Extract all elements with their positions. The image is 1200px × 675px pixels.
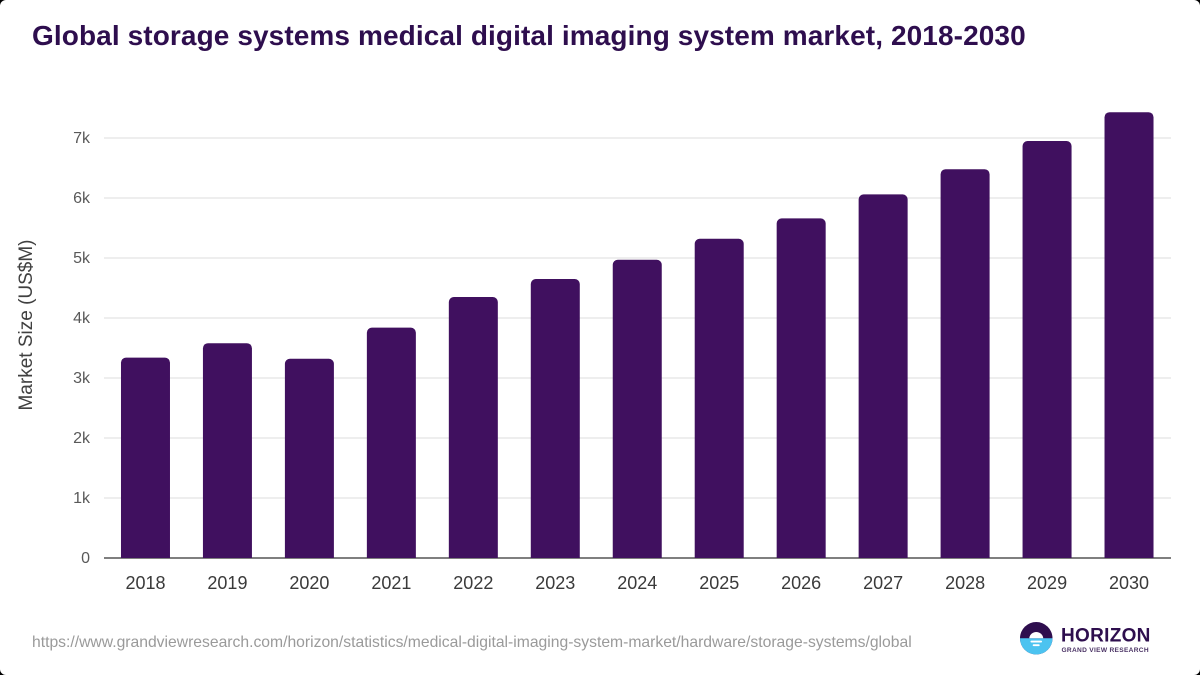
svg-text:2023: 2023 — [535, 573, 575, 593]
svg-text:GRAND VIEW RESEARCH: GRAND VIEW RESEARCH — [1062, 647, 1149, 654]
svg-text:2027: 2027 — [863, 573, 903, 593]
svg-text:2029: 2029 — [1027, 573, 1067, 593]
svg-text:0: 0 — [81, 550, 90, 567]
svg-text:2022: 2022 — [453, 573, 493, 593]
svg-text:3k: 3k — [73, 370, 91, 387]
svg-text:2021: 2021 — [371, 573, 411, 593]
svg-text:7k: 7k — [73, 130, 91, 147]
svg-text:2030: 2030 — [1109, 573, 1149, 593]
svg-text:2018: 2018 — [125, 573, 165, 593]
svg-text:2028: 2028 — [945, 573, 985, 593]
svg-text:1k: 1k — [73, 490, 91, 507]
svg-text:2024: 2024 — [617, 573, 657, 593]
svg-text:2k: 2k — [73, 430, 91, 447]
svg-text:4k: 4k — [73, 310, 91, 327]
svg-text:2020: 2020 — [289, 573, 329, 593]
svg-text:HORIZON: HORIZON — [1061, 626, 1151, 647]
svg-text:2025: 2025 — [699, 573, 739, 593]
svg-text:5k: 5k — [73, 250, 91, 267]
svg-text:6k: 6k — [73, 190, 91, 207]
svg-text:2026: 2026 — [781, 573, 821, 593]
svg-text:2019: 2019 — [207, 573, 247, 593]
